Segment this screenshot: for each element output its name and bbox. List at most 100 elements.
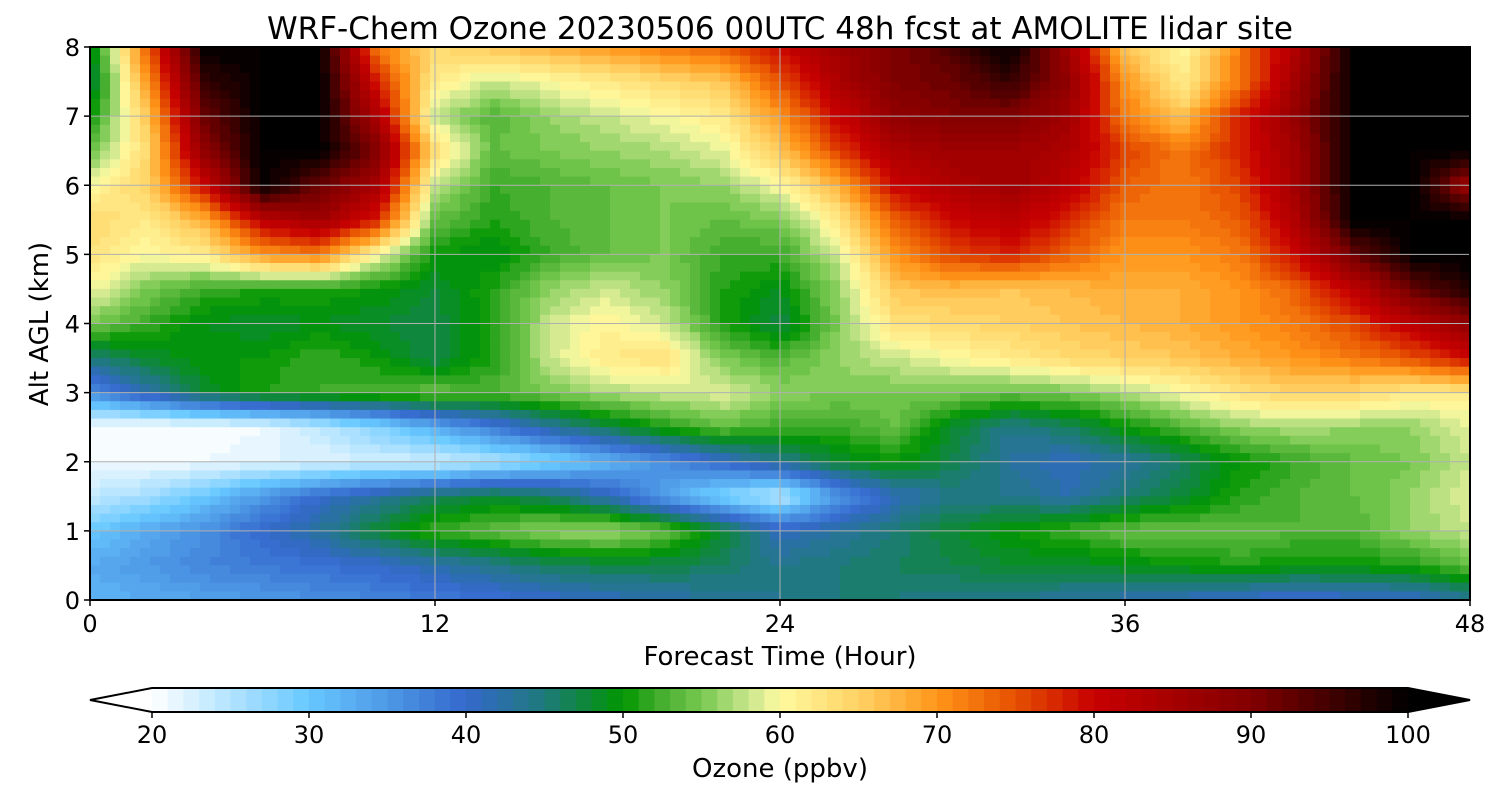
field-cell bbox=[690, 124, 701, 135]
field-cell bbox=[1450, 133, 1461, 143]
field-cell bbox=[540, 271, 551, 281]
field-cell bbox=[610, 124, 621, 135]
field-cell bbox=[330, 124, 341, 135]
field-cell bbox=[1450, 159, 1461, 169]
field-cell bbox=[100, 133, 111, 143]
field-cell bbox=[880, 167, 891, 178]
field-cell bbox=[330, 176, 341, 186]
field-cell bbox=[720, 306, 731, 316]
field-cell bbox=[930, 349, 941, 359]
field-cell bbox=[980, 245, 991, 255]
field-cell bbox=[990, 237, 1001, 247]
field-cell bbox=[920, 167, 931, 178]
field-cell bbox=[700, 254, 711, 264]
field-cell bbox=[460, 323, 471, 333]
field-cell bbox=[1310, 81, 1321, 91]
field-cell bbox=[1090, 297, 1101, 307]
field-cell bbox=[990, 288, 1001, 299]
field-cell bbox=[780, 211, 791, 221]
field-cell bbox=[710, 72, 721, 83]
field-cell bbox=[1450, 150, 1461, 160]
field-cell bbox=[720, 297, 731, 307]
field-cell bbox=[660, 202, 671, 212]
field-cell bbox=[1070, 55, 1081, 65]
field-cell bbox=[510, 340, 521, 351]
field-cell bbox=[790, 133, 801, 143]
field-cell bbox=[280, 133, 291, 143]
field-cell bbox=[830, 133, 841, 143]
field-cell bbox=[1090, 202, 1101, 212]
field-cell bbox=[1020, 323, 1031, 333]
field-cell bbox=[370, 245, 381, 255]
field-cell bbox=[1400, 314, 1411, 325]
field-cell bbox=[120, 280, 131, 290]
field-cell bbox=[1050, 150, 1061, 160]
field-cell bbox=[560, 202, 571, 212]
field-cell bbox=[100, 228, 111, 238]
field-cell bbox=[1040, 167, 1051, 178]
field-cell bbox=[150, 288, 161, 299]
field-cell bbox=[340, 245, 351, 255]
field-cell bbox=[1140, 202, 1151, 212]
field-cell bbox=[240, 142, 251, 152]
field-cell bbox=[210, 150, 221, 160]
field-cell bbox=[210, 228, 221, 238]
field-cell bbox=[340, 306, 351, 316]
field-cell bbox=[1390, 323, 1401, 333]
field-cell bbox=[1290, 133, 1301, 143]
field-cell bbox=[110, 228, 121, 238]
field-cell bbox=[710, 142, 721, 152]
field-cell bbox=[1070, 133, 1081, 143]
field-cell bbox=[1090, 55, 1101, 65]
field-cell bbox=[1130, 245, 1141, 255]
field-cell bbox=[310, 142, 321, 152]
field-cell bbox=[960, 297, 971, 307]
field-cell bbox=[480, 64, 491, 74]
field-cell bbox=[1060, 124, 1071, 135]
field-cell bbox=[790, 263, 801, 273]
field-cell bbox=[740, 245, 751, 255]
field-cell bbox=[330, 142, 341, 152]
field-cell bbox=[1440, 323, 1451, 333]
field-cell bbox=[1250, 280, 1261, 290]
field-cell bbox=[1320, 263, 1331, 273]
field-cell bbox=[190, 185, 201, 195]
field-cell bbox=[900, 81, 911, 91]
field-cell bbox=[250, 288, 261, 299]
field-cell bbox=[1070, 297, 1081, 307]
field-cell bbox=[1430, 271, 1441, 281]
field-cell bbox=[640, 219, 651, 230]
field-cell bbox=[120, 263, 131, 273]
field-cell bbox=[1330, 237, 1341, 247]
field-cell bbox=[1460, 176, 1470, 186]
field-cell bbox=[200, 72, 211, 83]
field-cell bbox=[970, 72, 981, 83]
field-cell bbox=[720, 64, 731, 74]
field-cell bbox=[800, 228, 811, 238]
field-cell bbox=[800, 185, 811, 195]
field-cell bbox=[210, 306, 221, 316]
field-cell bbox=[490, 340, 501, 351]
field-cell bbox=[410, 55, 421, 65]
field-cell bbox=[1400, 254, 1411, 264]
field-cell bbox=[500, 90, 511, 100]
field-cell bbox=[550, 142, 561, 152]
field-cell bbox=[1080, 306, 1091, 316]
field-cell bbox=[600, 263, 611, 273]
field-cell bbox=[670, 193, 681, 204]
field-cell bbox=[1290, 185, 1301, 195]
field-cell bbox=[660, 263, 671, 273]
field-cell bbox=[1420, 72, 1431, 83]
field-cell bbox=[160, 219, 171, 230]
field-cell bbox=[190, 47, 201, 57]
field-cell bbox=[380, 280, 391, 290]
field-cell bbox=[1150, 159, 1161, 169]
field-cell bbox=[1350, 314, 1361, 325]
field-cell bbox=[1260, 332, 1271, 342]
field-cell bbox=[310, 237, 321, 247]
field-cell bbox=[1040, 297, 1051, 307]
field-cell bbox=[1210, 55, 1221, 65]
field-cell bbox=[380, 211, 391, 221]
field-cell bbox=[1300, 297, 1311, 307]
field-cell bbox=[1000, 176, 1011, 186]
